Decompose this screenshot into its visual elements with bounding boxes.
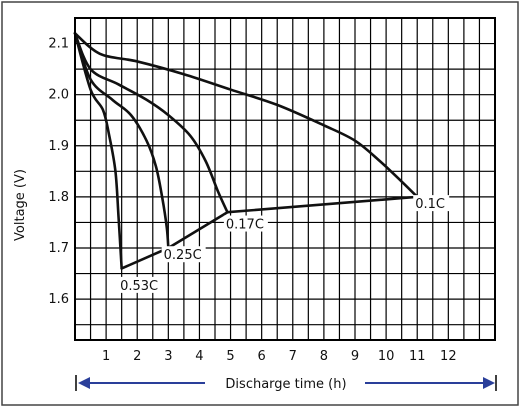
y-tick-label: 1.8 (48, 190, 69, 205)
y-tick-label: 1.7 (48, 241, 69, 256)
x-tick-label: 7 (289, 349, 297, 364)
y-tick-label: 1.9 (48, 139, 69, 154)
x-tick-label: 11 (409, 349, 426, 364)
x-axis-label: Discharge time (h) (225, 377, 346, 392)
tick-labels: 1 2 3 4 5 6 7 8 9 10 11 121.61.71.81.92.02.1 (48, 37, 456, 364)
x-tick-label: 6 (258, 349, 266, 364)
curve-label-background (413, 195, 450, 212)
plot-border (74, 17, 496, 341)
discharge-curve-0_25C (73, 32, 170, 250)
curve-label-background (161, 246, 206, 263)
x-axis-arrow-head-right (483, 377, 495, 389)
x-tick-label: 2 (133, 349, 141, 364)
x-tick-label: 5 (226, 349, 234, 364)
x-tick-label: 8 (320, 349, 328, 364)
x-tick-label: 3 (164, 349, 172, 364)
x-tick-label: 12 (440, 349, 457, 364)
end-voltage-line (120, 195, 419, 270)
y-axis-label: Voltage (V) (13, 169, 28, 241)
y-tick-label: 2.1 (48, 37, 69, 52)
curve-labels: 0.1C 0.17C 0.25C 0.53C (118, 195, 450, 294)
discharge-curve-0_17C (73, 32, 229, 214)
curve-label: 0.17C (226, 218, 264, 233)
x-axis-arrow-head-left (78, 377, 90, 389)
discharge-curve-0_53C (73, 32, 123, 270)
x-tick-label: 4 (195, 349, 203, 364)
x-tick-label: 10 (378, 349, 395, 364)
grid (75, 18, 495, 340)
curve-label: 0.53C (120, 279, 158, 294)
x-axis-arrow (75, 375, 497, 391)
curve-label: 0.1C (415, 197, 445, 212)
discharge-curves (73, 32, 419, 270)
y-tick-label: 1.6 (48, 292, 69, 307)
y-tick-label: 2.0 (48, 88, 69, 103)
curve-label-background (118, 276, 163, 293)
curve-label: 0.25C (164, 248, 202, 263)
x-tick-label: 1 (102, 349, 110, 364)
x-tick-label: 9 (351, 349, 359, 364)
discharge-curve-0_1C (73, 32, 419, 199)
curve-label-background (223, 215, 268, 232)
